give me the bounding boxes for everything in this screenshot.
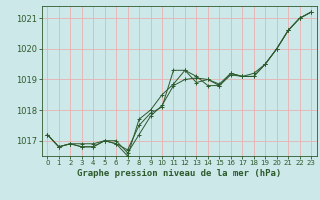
X-axis label: Graphe pression niveau de la mer (hPa): Graphe pression niveau de la mer (hPa)	[77, 169, 281, 178]
